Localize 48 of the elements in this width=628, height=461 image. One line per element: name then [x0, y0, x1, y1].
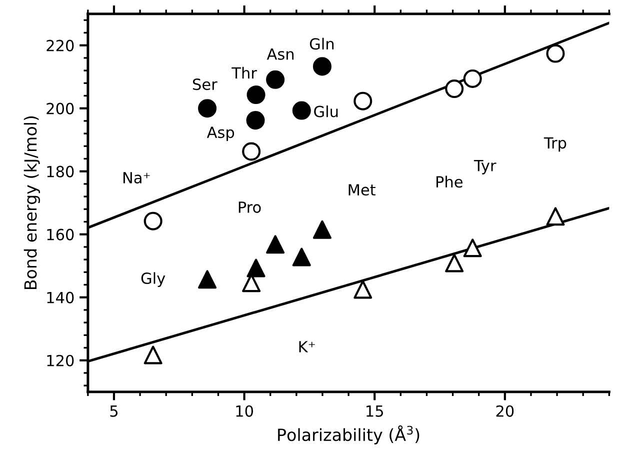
annotation: Gln	[310, 38, 334, 50]
point	[312, 220, 332, 239]
point	[266, 235, 285, 254]
annotation: K⁺	[299, 341, 315, 352]
x-tick-label: 15	[366, 406, 383, 417]
annotation: Asn	[266, 48, 294, 60]
y-axis-title: Bond energy (kJ/mol)	[24, 116, 40, 290]
annotation: Tyr	[474, 160, 496, 174]
annotation: Phe	[436, 176, 462, 188]
y-tick-label: 120	[47, 354, 74, 366]
point	[463, 238, 482, 258]
point	[144, 212, 162, 230]
point	[546, 44, 565, 63]
point	[266, 70, 285, 89]
point	[354, 92, 372, 110]
point	[354, 280, 372, 299]
annotation: Ser	[192, 78, 218, 90]
y-tick-label: 200	[46, 102, 74, 114]
x-tick-label: 10	[236, 405, 253, 417]
annotation: Na⁺	[123, 172, 150, 184]
point	[242, 142, 261, 161]
y-tick-label: 180	[47, 166, 74, 178]
point	[144, 346, 162, 364]
annotation: Gly	[141, 272, 166, 287]
point	[445, 80, 464, 98]
point	[312, 57, 332, 76]
y-tick-label: 160	[47, 228, 74, 240]
point	[546, 207, 565, 226]
point	[246, 86, 266, 104]
point	[246, 258, 266, 278]
annotation: Trp	[544, 137, 566, 152]
point	[198, 270, 217, 289]
point	[292, 101, 311, 120]
point	[246, 111, 265, 130]
x-tick-label: 5	[110, 406, 118, 417]
x-axis-title: Polarizability (Å$^{3}$)	[278, 425, 420, 444]
point	[198, 99, 217, 118]
x-tick-label: 20	[496, 405, 514, 417]
y-tick-label: 220	[46, 40, 74, 52]
annotation: Glu	[314, 105, 338, 118]
point	[463, 69, 482, 88]
annotation: Pro	[238, 202, 261, 213]
point	[445, 254, 464, 272]
y-tick-label: 140	[47, 292, 74, 304]
point	[292, 248, 311, 266]
annotation: Thr	[232, 66, 257, 79]
annotation: Asp	[206, 126, 234, 142]
annotation: Met	[348, 184, 376, 196]
